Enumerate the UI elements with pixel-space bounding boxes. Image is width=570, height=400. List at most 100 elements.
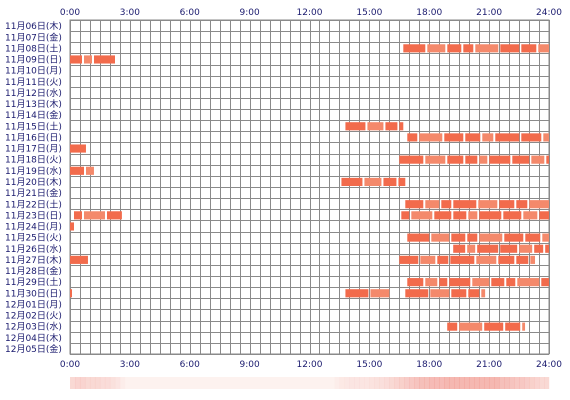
activity-bar — [364, 177, 382, 186]
activity-bar — [451, 233, 466, 242]
activity-bar — [491, 278, 505, 287]
heat-cell — [135, 377, 140, 389]
activity-bar — [479, 233, 503, 242]
heat-cell — [230, 377, 235, 389]
x-tick-label-bottom: 12:00 — [297, 360, 323, 370]
activity-bar — [401, 211, 410, 220]
activity-bar — [489, 155, 511, 164]
heat-cell — [379, 377, 385, 389]
row-label: 11月08日(土) — [5, 42, 62, 54]
row-label: 11月29日(土) — [5, 276, 62, 288]
activity-bar — [522, 322, 526, 331]
row-label: 12月03日(水) — [5, 321, 62, 333]
x-tick-label-bottom: 0:00 — [60, 360, 80, 370]
activity-bars — [70, 44, 549, 331]
activity-bar — [453, 244, 466, 253]
heat-cell — [165, 377, 170, 389]
heat-cell — [489, 377, 495, 389]
heat-cell — [245, 377, 250, 389]
row-label: 12月02日(火) — [5, 311, 62, 322]
heat-cell — [310, 377, 315, 389]
activity-bar — [503, 211, 522, 220]
activity-bar — [506, 278, 516, 287]
heat-cell — [150, 377, 155, 389]
heat-cell — [414, 377, 420, 389]
activity-bar — [106, 211, 122, 220]
heat-cell — [155, 377, 160, 389]
x-tick-label-top: 3:00 — [120, 8, 140, 18]
activity-bar — [504, 233, 524, 242]
activity-bar — [498, 255, 515, 264]
activity-bar — [441, 200, 452, 209]
heat-cell — [285, 377, 290, 389]
activity-bar — [407, 233, 430, 242]
heat-cell — [454, 377, 460, 389]
row-label: 11月18日(火) — [5, 155, 62, 166]
activity-bar — [70, 144, 86, 153]
heat-cell — [215, 377, 220, 389]
activity-bar — [541, 278, 549, 287]
heat-cell — [334, 377, 339, 389]
activity-bar — [534, 244, 544, 253]
heat-cell — [265, 377, 270, 389]
activity-bar — [405, 200, 424, 209]
activity-bar — [453, 211, 467, 220]
heat-cell — [70, 377, 76, 389]
activity-bar — [345, 122, 366, 131]
activity-bar — [86, 166, 94, 175]
activity-bar — [517, 278, 540, 287]
heat-cell — [524, 377, 530, 389]
heat-cell — [305, 377, 310, 389]
activity-bar — [420, 255, 436, 264]
row-label: 11月12日(水) — [5, 87, 62, 99]
activity-bar — [341, 177, 363, 186]
x-tick-label-top: 18:00 — [416, 8, 442, 18]
x-tick-label-bottom: 18:00 — [416, 360, 442, 370]
activity-bar — [403, 44, 426, 53]
heat-cell — [225, 377, 230, 389]
row-label: 11月21日(金) — [5, 187, 62, 199]
heat-cell — [250, 377, 255, 389]
heat-cell — [104, 377, 111, 389]
activity-bar — [451, 289, 467, 298]
x-tick-label-bottom: 15:00 — [356, 360, 382, 370]
activity-bar — [437, 255, 449, 264]
activity-bar — [472, 278, 490, 287]
activity-bar — [512, 155, 530, 164]
activity-bar — [500, 44, 520, 53]
activity-bar — [521, 44, 537, 53]
activity-bar — [453, 200, 477, 209]
activity-bar — [94, 55, 115, 64]
activity-bar — [467, 233, 478, 242]
activity-bar — [434, 211, 452, 220]
activity-bar — [399, 155, 424, 164]
heat-cell — [484, 377, 490, 389]
heat-cell — [359, 377, 365, 389]
heat-cell — [399, 377, 405, 389]
activity-bar — [83, 211, 105, 220]
heat-cell — [459, 377, 465, 389]
activity-bar — [70, 55, 82, 64]
heat-cell — [504, 377, 510, 389]
heat-cell — [464, 377, 470, 389]
row-label: 12月04日(木) — [5, 332, 62, 344]
row-label: 11月06日(木) — [5, 20, 62, 32]
activity-bar — [531, 155, 545, 164]
activity-bar — [463, 44, 474, 53]
activity-bar — [478, 200, 498, 209]
heat-cell — [404, 377, 410, 389]
x-tick-label-top: 9:00 — [240, 8, 260, 18]
activity-bar — [519, 244, 533, 253]
activity-bar — [545, 244, 549, 253]
x-axis-bottom: 0:00 3:00 6:00 9:00 12:00 15:00 18:00 21:00 24:0… — [60, 360, 562, 370]
activity-bar — [449, 278, 471, 287]
row-label: 11月30日(日) — [5, 288, 62, 299]
activity-bar — [383, 177, 397, 186]
heat-cell — [424, 377, 430, 389]
heat-cell — [444, 377, 450, 389]
activity-bar — [543, 133, 549, 142]
heat-cell — [94, 377, 101, 389]
activity-bar — [399, 122, 404, 131]
heat-cell — [389, 377, 395, 389]
activity-bar — [538, 44, 549, 53]
